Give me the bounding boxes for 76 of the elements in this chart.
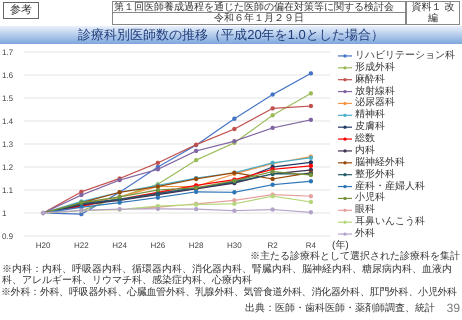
legend-label: 整形外科 [355, 168, 395, 180]
legend-label: 形成外科 [355, 62, 395, 73]
text: 39 [446, 301, 460, 315]
legend-label: 眼科 [355, 204, 375, 216]
legend-label: 泌尿器科 [355, 97, 395, 108]
point [308, 160, 314, 165]
point [79, 192, 84, 198]
legend-label: 皮膚科 [355, 121, 385, 132]
legend-label: 小児科 [355, 192, 385, 204]
x-tick-label: H28 [188, 241, 204, 250]
point [232, 208, 237, 213]
point [308, 118, 314, 122]
y-tick-label: 1.6 [2, 71, 14, 80]
legend-label: 外科 [355, 228, 375, 240]
point [270, 182, 275, 187]
point [308, 164, 314, 168]
legend-label: 産科・産婦人科 [355, 180, 425, 192]
legend-label: 脳神経外科 [355, 156, 405, 168]
legend-label: 耳鼻いんこう科 [355, 216, 425, 228]
x-axis-title: (年) [332, 240, 349, 251]
y-tick-label: 1.1 [2, 186, 14, 195]
text: ※内科：内科、呼吸器内科、循環器内科、消化器内科、腎臓内科、脳神経内科、糖尿病内科、血液内科、アレルギー科、リウマチ科、感染症内科、心療内科 [2, 264, 453, 286]
point [156, 167, 160, 172]
legend-label: 総数 [355, 133, 375, 144]
point [308, 179, 314, 184]
y-tick-label: 0.9 [2, 232, 14, 241]
text: 参考 [3, 2, 39, 19]
point [270, 106, 275, 111]
y-tick-label: 1.4 [2, 117, 14, 126]
point [270, 207, 275, 212]
x-tick-label: R2 [268, 241, 278, 250]
point [308, 91, 314, 96]
point [270, 169, 275, 174]
legend-label: 放射線科 [355, 86, 395, 97]
point [270, 113, 275, 118]
text: 第１回医師養成過程を通じた医師の偏在対策等に関する検討会 [112, 1, 406, 13]
point [308, 210, 314, 215]
text: ※主たる診療科として選択された診療科を集計 [250, 251, 460, 262]
text: 資料１ 改編 [406, 1, 460, 25]
y-tick-label: 1.2 [2, 163, 14, 172]
x-tick-label: H26 [150, 241, 166, 250]
point [194, 148, 198, 154]
point [270, 126, 275, 130]
y-tick-label: 1.5 [2, 94, 14, 103]
point [232, 190, 237, 194]
point [156, 195, 160, 200]
point [194, 190, 198, 194]
point [156, 188, 160, 192]
point [232, 202, 237, 206]
x-tick-label: H20 [36, 241, 52, 250]
point [194, 206, 198, 212]
source-note: 出典：医師・歯科医師・薬剤師調査、統計 [244, 303, 435, 314]
y-tick-label: 1.3 [2, 140, 14, 149]
x-tick-label: H30 [227, 241, 242, 250]
text: ※外科：外科、呼吸器外科、心臓血管外科、乳腺外科、気管食道外科、消化器外科、肛門外科、小児外科 [1, 287, 458, 298]
point [270, 176, 275, 182]
point [270, 92, 275, 97]
chart-title: 診療科別医師数の推移（平成20年を1.0とした場合） [0, 27, 462, 43]
point [308, 71, 314, 76]
legend-label: 麻酔科 [355, 74, 385, 85]
legend-label: 内科 [355, 144, 375, 156]
legend-label: リハビリテーション科 [355, 50, 455, 61]
point [232, 126, 237, 132]
legend-label: 精神科 [355, 109, 385, 120]
point [308, 200, 314, 204]
point [308, 104, 314, 108]
point [156, 160, 160, 166]
x-tick-label: R4 [306, 241, 317, 250]
x-tick-label: H24 [112, 241, 128, 250]
y-tick-label: 1.7 [2, 48, 14, 57]
point [232, 116, 237, 121]
point [194, 158, 198, 162]
y-tick-label: 1 [2, 209, 7, 218]
point [308, 194, 314, 198]
x-tick-label: H22 [74, 241, 90, 250]
text: 令和６年１月２９日 [112, 12, 406, 25]
